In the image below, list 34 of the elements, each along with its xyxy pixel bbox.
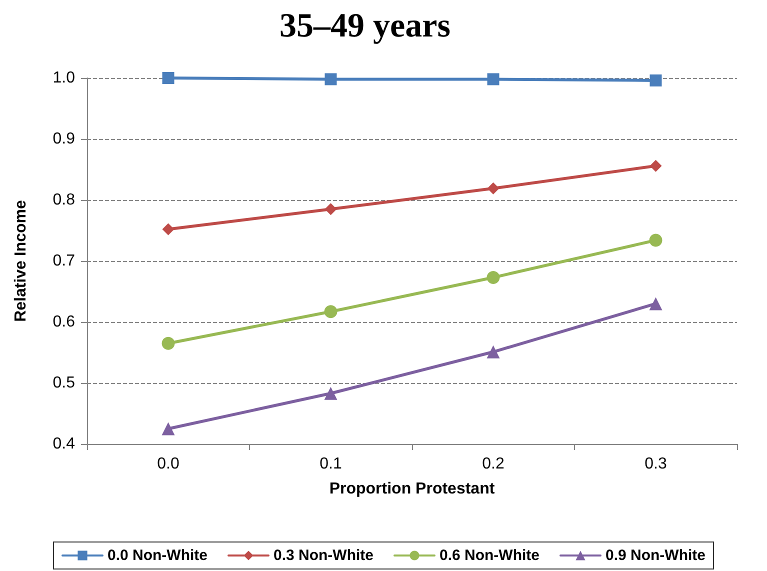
- point: [324, 386, 338, 400]
- y-axis-title: Relative Income: [12, 200, 30, 322]
- legend-label: 0.6 Non-White: [440, 547, 540, 564]
- point: [650, 160, 662, 172]
- y-tick-label: 0.5: [52, 374, 76, 392]
- legend-label: 0.0 Non-White: [108, 547, 208, 564]
- point: [162, 422, 175, 436]
- point: [324, 305, 338, 318]
- point: [650, 74, 662, 86]
- point: [162, 223, 174, 236]
- y-tick-label: 1.0: [52, 70, 76, 86]
- legend-label: 0.3 Non-White: [274, 547, 374, 564]
- x-tick-label: 0.3: [644, 456, 667, 472]
- y-tick-label: 0.6: [52, 314, 76, 330]
- x-axis-title: Proportion Protestant: [329, 480, 496, 498]
- legend-label: 0.9 Non-White: [606, 547, 706, 564]
- point: [487, 73, 500, 86]
- chart-title: 35–49 years: [280, 8, 450, 44]
- y-tick-label: 0.9: [52, 130, 76, 148]
- x-tick-label: 0.0: [157, 456, 180, 472]
- point: [487, 182, 500, 194]
- point: [486, 345, 500, 358]
- point: [486, 270, 500, 284]
- point: [324, 203, 337, 216]
- point: [162, 72, 174, 84]
- x-tick-label: 0.1: [320, 456, 342, 472]
- x-tick-label: 0.2: [482, 456, 504, 472]
- y-tick-label: 0.8: [52, 192, 76, 208]
- point: [649, 234, 662, 247]
- y-tick-label: 0.7: [52, 252, 76, 270]
- point: [162, 336, 175, 350]
- y-tick-label: 0.4: [52, 436, 76, 452]
- point: [649, 297, 662, 310]
- point: [324, 73, 337, 86]
